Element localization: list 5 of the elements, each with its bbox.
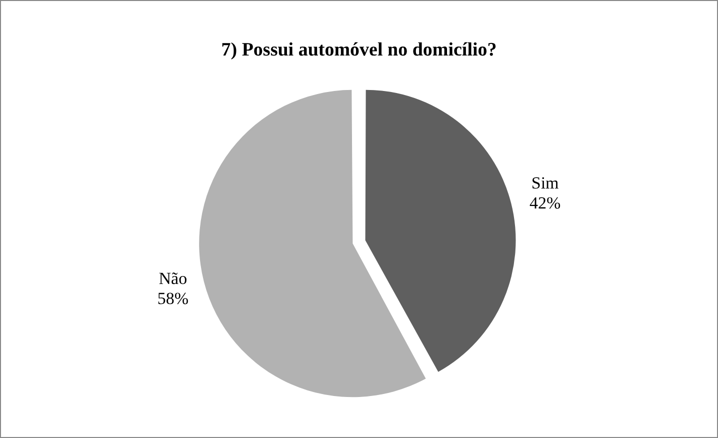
slice-label: Não — [158, 269, 188, 288]
data-label: 42% — [529, 194, 561, 213]
data-label: 58% — [157, 289, 189, 308]
slice-label: Sim — [531, 174, 559, 193]
chart-title: 7) Possui automóvel no domicílio? — [221, 39, 497, 60]
